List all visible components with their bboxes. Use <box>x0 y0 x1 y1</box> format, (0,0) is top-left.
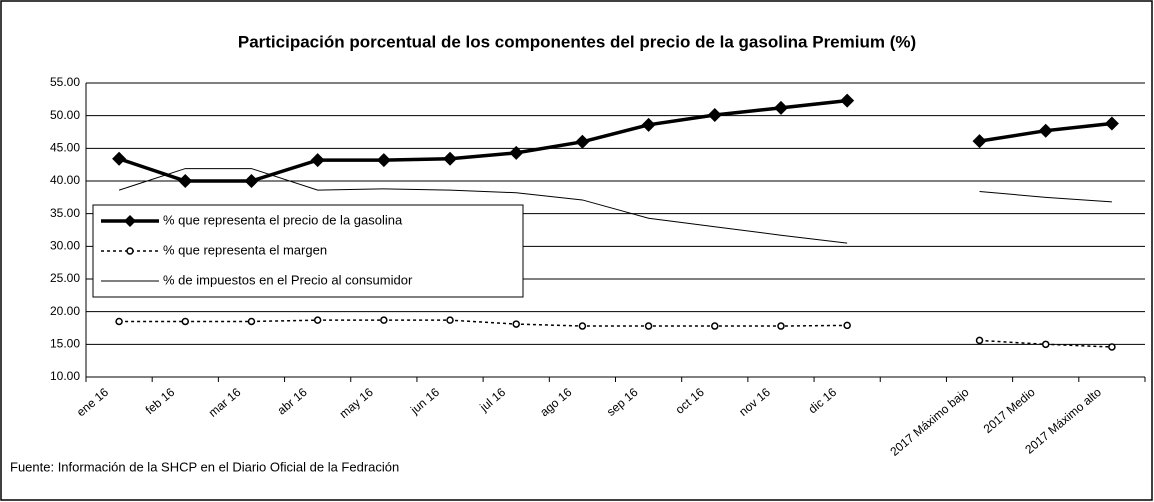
source-note: Fuente: Información de la SHCP en el Dia… <box>10 459 399 474</box>
marker <box>707 108 722 123</box>
marker <box>1108 343 1116 351</box>
marker <box>975 336 984 345</box>
marker <box>181 317 190 326</box>
marker <box>313 316 322 324</box>
marker <box>578 322 587 330</box>
legend-label: % que representa el margen <box>163 242 327 257</box>
marker <box>244 174 259 188</box>
y-tick-label: 50.00 <box>50 108 80 122</box>
marker <box>644 322 653 330</box>
y-tick-label: 35.00 <box>50 206 80 220</box>
y-tick-label: 20.00 <box>50 304 80 318</box>
marker <box>711 322 719 330</box>
legend-label: % de impuestos en el Precio al consumido… <box>163 272 413 287</box>
marker <box>443 151 458 166</box>
marker <box>380 316 388 324</box>
y-tick-label: 30.00 <box>50 239 80 253</box>
legend-label: % que representa el precio de la gasolin… <box>163 212 403 227</box>
marker <box>1104 116 1119 131</box>
marker <box>641 117 656 132</box>
marker <box>512 320 520 328</box>
marker <box>446 316 454 324</box>
marker <box>1038 123 1053 138</box>
y-tick-label: 15.00 <box>50 337 80 351</box>
marker <box>972 134 987 149</box>
marker <box>376 153 391 168</box>
marker <box>575 134 590 149</box>
legend-marker <box>124 215 136 227</box>
y-tick-label: 25.00 <box>50 271 80 285</box>
y-tick-label: 10.00 <box>50 369 80 383</box>
legend-box <box>92 204 524 298</box>
y-tick-label: 45.00 <box>50 141 80 155</box>
marker <box>843 321 851 330</box>
marker <box>178 174 193 188</box>
marker <box>310 153 325 168</box>
marker <box>509 145 524 160</box>
legend-marker <box>126 247 134 255</box>
marker <box>112 151 127 166</box>
y-tick-label: 40.00 <box>50 173 80 187</box>
marker <box>840 93 855 108</box>
marker <box>777 322 785 330</box>
marker <box>1041 340 1050 349</box>
y-tick-label: 55.00 <box>50 75 80 89</box>
chart-title: Participación porcentual de los componen… <box>238 32 916 51</box>
marker <box>247 317 256 326</box>
marker <box>773 100 788 115</box>
marker <box>115 317 123 326</box>
series-line <box>118 168 1112 244</box>
